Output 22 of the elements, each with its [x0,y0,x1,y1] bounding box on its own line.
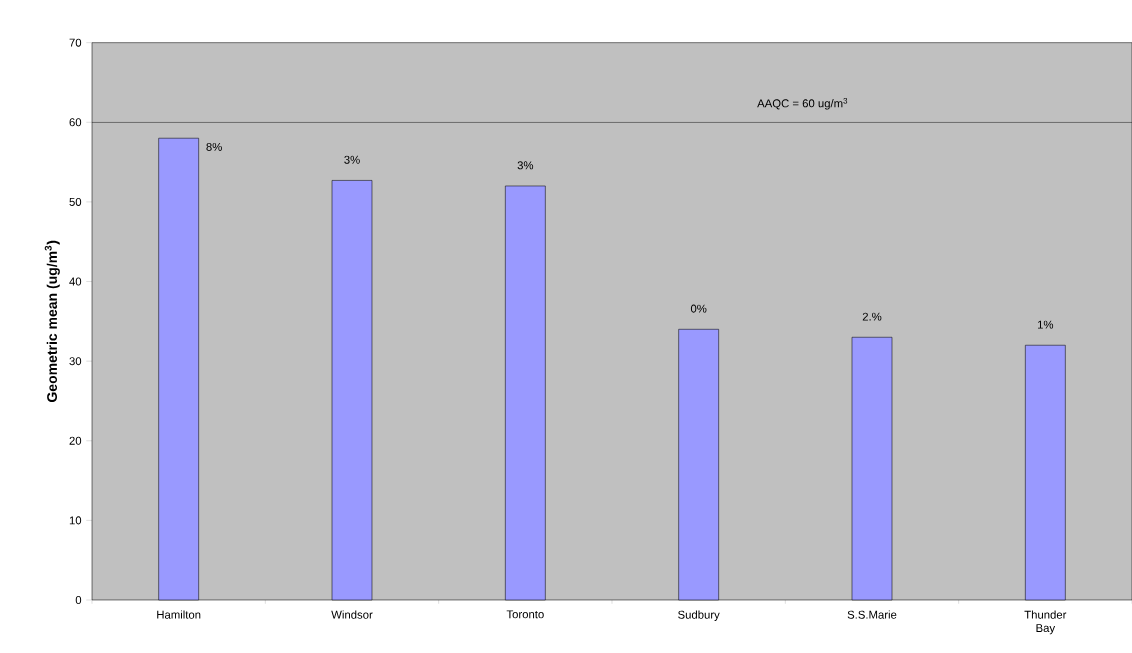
y-axis-title: Geometric mean (ug/m$^{3}$) [44,240,60,402]
annotation: 1% [1038,320,1054,329]
annotation: 3% [344,155,360,164]
ref-line-label: AAQC = 60 ug/m$^{3}$ [757,97,848,110]
annotation: 0% [690,304,707,313]
y-tick-label: 50 [69,197,82,206]
y-tick-label: 0 [75,595,82,604]
y-tick-label: 30 [69,356,82,365]
annotation: 8% [206,142,222,151]
x-tick-label: S.S.Marie [847,610,897,619]
annotation: 3% [517,161,534,170]
annotation: 2.% [862,312,882,321]
x-tick-label: Sudbury [678,610,720,621]
y-tick-label: 70 [69,38,82,47]
y-tick-label: 10 [69,516,82,525]
x-tick-label: Toronto [506,610,544,619]
y-tick-label: 60 [69,118,82,127]
y-tick-label: 40 [69,277,82,286]
x-tick-label: Hamilton [157,610,201,619]
x-tick-label: Thunder Bay [1024,610,1067,635]
y-tick-label: 20 [69,436,82,445]
x-tick-label: Windsor [331,610,373,619]
